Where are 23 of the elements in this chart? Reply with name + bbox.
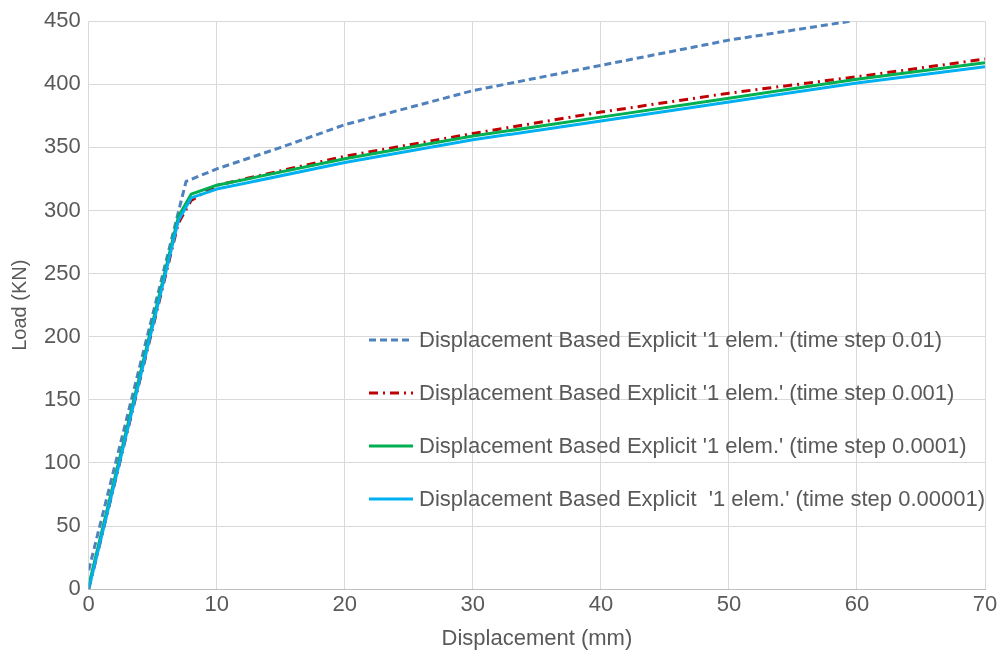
y-axis-title: Load (KN) bbox=[7, 259, 30, 351]
x-tick-label: 10 bbox=[204, 591, 229, 617]
y-tick-label: 0 bbox=[68, 575, 81, 601]
x-tick-label: 20 bbox=[332, 591, 358, 617]
legend-label: Displacement Based Explicit '1 elem.' (time step 0.0001) bbox=[419, 433, 967, 460]
y-tick-label: 300 bbox=[43, 196, 81, 222]
x-tick-label: 50 bbox=[716, 591, 742, 617]
y-tick-label: 400 bbox=[43, 70, 81, 96]
x-tick-label: 70 bbox=[972, 591, 998, 617]
y-tick-label: 100 bbox=[43, 449, 81, 475]
y-tick-label: 50 bbox=[56, 512, 81, 538]
y-tick-label: 150 bbox=[43, 385, 81, 411]
legend-label: Displacement Based Explicit '1 elem.' (time step 0.00001) bbox=[419, 486, 985, 513]
x-tick-label: 60 bbox=[844, 591, 870, 617]
y-tick-label: 250 bbox=[43, 259, 81, 285]
x-tick-label: 40 bbox=[588, 591, 614, 617]
legend-label: Displacement Based Explicit '1 elem.' (time step 0.01) bbox=[419, 327, 943, 354]
legend-label: Displacement Based Explicit '1 elem.' (time step 0.001) bbox=[419, 380, 955, 407]
x-axis-title: Displacement (mm) bbox=[441, 624, 633, 650]
y-tick-label: 450 bbox=[43, 7, 81, 33]
y-tick-label: 350 bbox=[43, 133, 81, 159]
x-tick-label: 30 bbox=[460, 591, 486, 617]
y-tick-label: 200 bbox=[43, 322, 81, 348]
